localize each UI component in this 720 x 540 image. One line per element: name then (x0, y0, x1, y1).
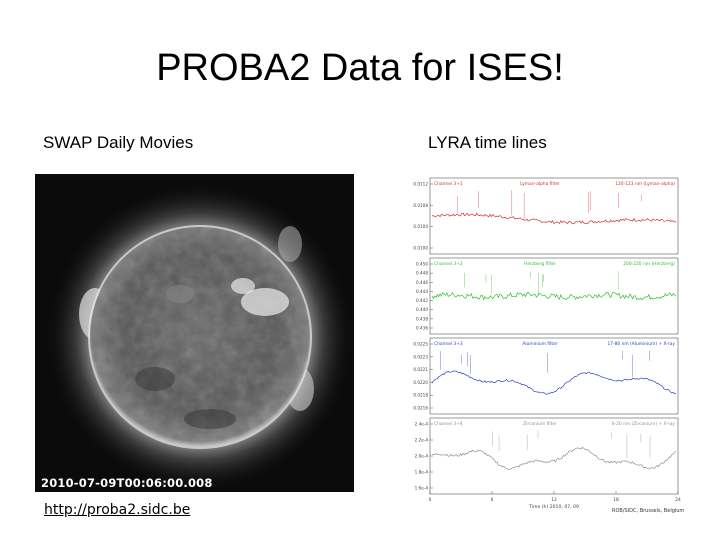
lyra-series-1 (431, 291, 677, 301)
lyra-ytick-label-1-5: 0.440 (416, 307, 428, 312)
lyra-xtick-label-3: 18 (613, 497, 619, 503)
lyra-ytick-label-1-2: 0.446 (416, 280, 428, 285)
lyra-ytick-label-0-3: 0.0100 (413, 246, 428, 251)
lyra-heading: LYRA time lines (428, 133, 547, 152)
lyra-ytick-label-2-5: 0.0216 (413, 406, 428, 411)
lyra-channel-label-1: Channel 3+2 (434, 261, 463, 267)
lyra-ytick-label-1-4: 0.442 (416, 298, 428, 303)
lyra-xtick-label-1: 6 (491, 497, 494, 503)
lyra-xtick-label-0: 0 (429, 497, 432, 503)
lyra-ytick-label-2-1: 0.0223 (413, 354, 428, 359)
lyra-ytick-label-2-3: 0.0220 (413, 380, 428, 385)
lyra-ytick-label-1-3: 0.444 (416, 289, 428, 294)
lyra-ytick-label-3-1: 2.2e-4 (415, 438, 429, 443)
lyra-timeline-plot: 0.0112 0.0108 0.0104 0.0100 Channel 3+1 Lyman… (400, 172, 684, 516)
lyra-plot-svg: 0.0112 0.0108 0.0104 0.0100 Channel 3+1 Lyman… (413, 177, 681, 510)
swap-sun-image: 2010-07-09T00:06:00.008 (35, 174, 354, 492)
lyra-ytick-label-3-0: 2.4e-4 (415, 422, 429, 427)
lyra-ytick-label-2-4: 0.0218 (413, 393, 428, 398)
lyra-filter-label-3: Zirconium filter (523, 421, 557, 427)
lyra-ytick-label-2-2: 0.0221 (413, 367, 428, 372)
lyra-ytick-label-3-3: 1.8e-4 (415, 470, 429, 475)
lyra-credit: ROB/SIDC, Brussels, Belgium (612, 508, 685, 514)
lyra-ytick-label-0-1: 0.0108 (413, 203, 428, 208)
lyra-series-2 (431, 370, 677, 395)
lyra-range-label-3: 6-20 nm (Zirconium) + X-ray (612, 421, 676, 427)
lyra-ytick-label-0-0: 0.0112 (413, 182, 428, 187)
swap-heading: SWAP Daily Movies (43, 133, 194, 152)
lyra-series-3 (431, 446, 677, 470)
lyra-series-0 (431, 212, 677, 225)
lyra-xtick-label-4: 24 (675, 497, 681, 503)
lyra-ytick-label-0-2: 0.0104 (413, 224, 428, 229)
lyra-ytick-label-1-0: 0.450 (416, 262, 428, 267)
lyra-panel-frame-1 (429, 257, 679, 335)
slide-title: PROBA2 Data for ISES! (156, 47, 564, 89)
lyra-ytick-label-1-7: 0.436 (416, 326, 428, 331)
proba2-link[interactable]: http://proba2.sidc.be (44, 502, 191, 518)
lyra-filter-label-2: Aluminium filter (522, 341, 557, 347)
lyra-ytick-label-1-1: 0.448 (416, 271, 428, 276)
lyra-ytick-label-3-4: 1.6e-4 (415, 486, 429, 491)
lyra-xtick-label-2: 12 (551, 497, 557, 503)
lyra-channel-label-0: Channel 3+1 (434, 181, 463, 187)
lyra-range-label-0: 120-123 nm (Lyman-alpha) (615, 181, 675, 187)
lyra-panel-frame-2 (429, 337, 679, 415)
lyra-time-axis-label: Time (h) 2010, 07, 09 (528, 504, 579, 510)
lyra-ytick-label-2-0: 0.0225 (413, 342, 428, 347)
lyra-panel-frame-3 (429, 417, 679, 495)
lyra-range-label-2: 17-80 nm (Aluminium) + X-ray (607, 341, 675, 347)
lyra-panel-frame-0 (429, 177, 679, 255)
lyra-filter-label-1: Herzberg filter (524, 261, 556, 267)
lyra-filter-label-0: Lyman-alpha filter (520, 181, 560, 187)
lyra-channel-label-3: Channel 3+4 (434, 421, 463, 427)
lyra-ytick-label-3-2: 2.0e-4 (415, 454, 429, 459)
lyra-channel-label-2: Channel 3+3 (434, 341, 463, 347)
lyra-range-label-1: 200-220 nm (Herzberg) (623, 261, 675, 267)
sun-graphic (45, 182, 354, 492)
swap-timestamp: 2010-07-09T00:06:00.008 (41, 476, 213, 490)
lyra-ytick-label-1-6: 0.438 (416, 316, 428, 321)
